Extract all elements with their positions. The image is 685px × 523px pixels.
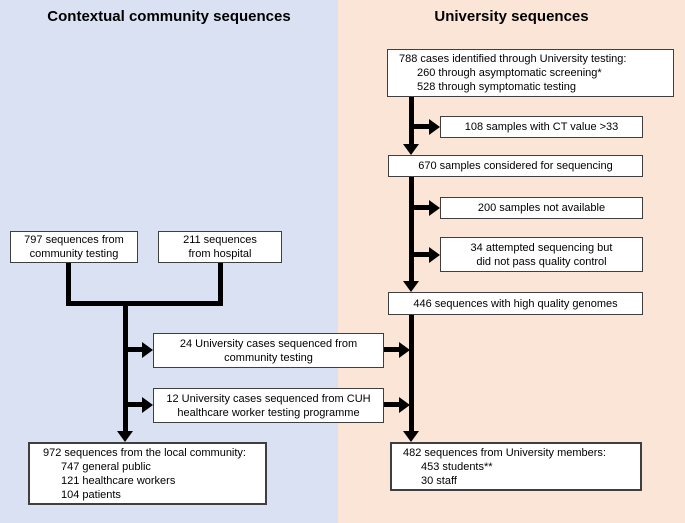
arrowhead-into-ct <box>429 119 440 135</box>
box-line: 108 samples with CT value >33 <box>464 121 619 133</box>
box-line: 34 attempted sequencing but <box>470 241 613 254</box>
connector-branch-uni-community <box>125 347 142 352</box>
arrowhead-into-uni-community <box>142 342 153 358</box>
arrowhead-uni-cuh-to-trunk <box>399 397 410 413</box>
box-uni-from-cuh: 12 University cases sequenced from CUH h… <box>153 388 384 423</box>
left-panel-title: Contextual community sequences <box>47 8 291 25</box>
box-line: 24 University cases sequenced from <box>179 337 358 350</box>
connector-branch-ct <box>412 124 429 129</box>
box-line: 797 sequences from <box>24 234 124 246</box>
box-line: 747 general public <box>61 460 151 473</box>
connector-797-down <box>66 263 71 306</box>
box-line: 30 staff <box>421 474 457 487</box>
box-line: 260 through asymptomatic screening* <box>417 67 602 79</box>
box-line: community testing <box>29 248 119 260</box>
box-community-testing: 797 sequences from community testing <box>10 231 138 263</box>
arrowhead-into-quality <box>429 247 440 263</box>
box-line: 104 patients <box>61 488 121 501</box>
box-ct-value: 108 samples with CT value >33 <box>440 116 643 138</box>
connector-merge-to-972 <box>123 301 128 431</box>
arrowhead-uni-community-to-trunk <box>399 342 410 358</box>
right-panel-title: University sequences <box>434 8 589 25</box>
connector-670-to-446 <box>409 177 414 281</box>
box-quality-control: 34 attempted sequencing but did not pass… <box>440 237 643 272</box>
box-line: 453 students** <box>421 460 493 473</box>
box-line: 528 through symptomatic testing <box>417 81 576 93</box>
box-high-quality: 446 sequences with high quality genomes <box>388 292 643 315</box>
connector-merge-bar <box>66 301 223 306</box>
box-line: 446 sequences with high quality genomes <box>413 297 618 310</box>
box-line: 972 sequences from the local community: <box>43 446 246 459</box>
connector-uni-cuh-out <box>384 402 399 407</box>
box-local-community: 972 sequences from the local community: … <box>28 442 267 505</box>
box-line: 670 samples considered for sequencing <box>418 160 613 172</box>
box-considered: 670 samples considered for sequencing <box>388 155 643 177</box>
box-line: from hospital <box>188 248 252 260</box>
box-uni-from-community: 24 University cases sequenced from commu… <box>153 333 384 368</box>
arrowhead-into-670 <box>403 144 419 155</box>
box-hospital: 211 sequences from hospital <box>158 231 282 263</box>
arrowhead-into-not-available <box>429 200 440 216</box>
box-line: 788 cases identified through University … <box>399 53 627 65</box>
connector-branch-uni-cuh <box>125 402 142 407</box>
box-line: healthcare worker testing programme <box>177 406 360 419</box>
box-not-available: 200 samples not available <box>440 197 643 219</box>
box-line: did not pass quality control <box>476 255 607 268</box>
box-line: 482 sequences from University members: <box>403 446 606 459</box>
box-line: community testing <box>224 351 313 364</box>
connector-788-to-670 <box>409 95 414 144</box>
box-university-members: 482 sequences from University members: 4… <box>390 442 642 491</box>
box-line: 121 healthcare workers <box>61 474 176 487</box>
arrowhead-into-uni-cuh <box>142 397 153 413</box>
connector-branch-not-available <box>412 205 429 210</box>
connector-branch-quality <box>412 252 429 257</box>
connector-446-to-482 <box>409 315 414 431</box>
arrowhead-into-482 <box>403 431 419 442</box>
box-line: 200 samples not available <box>477 202 606 214</box>
arrowhead-into-972 <box>117 431 133 442</box>
box-line: 211 sequences <box>183 234 257 246</box>
box-line: 12 University cases sequenced from CUH <box>166 392 371 405</box>
arrowhead-into-446 <box>403 281 419 292</box>
box-cases-identified: 788 cases identified through University … <box>387 49 674 97</box>
connector-211-down <box>218 263 223 306</box>
connector-uni-community-out <box>384 347 399 352</box>
